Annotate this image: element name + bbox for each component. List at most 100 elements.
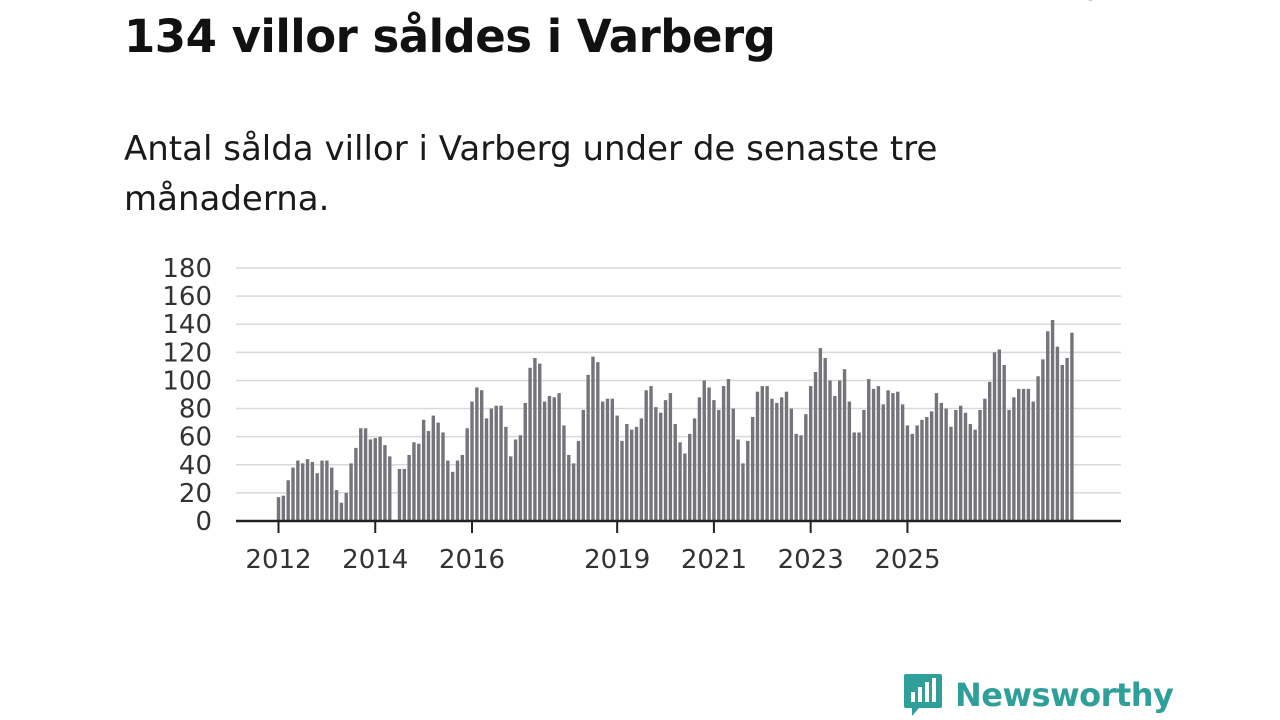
bar [320,460,324,521]
bar [697,397,702,521]
bar [576,440,581,521]
bars [276,320,1074,521]
bar [813,372,818,521]
x-tick-label: 2014 [342,545,408,575]
bar [1070,332,1074,521]
y-tick-label: 180 [162,254,212,284]
bar [513,439,518,521]
y-tick-label: 0 [195,507,212,537]
bar [721,386,726,521]
bar [871,388,876,521]
y-tick-label: 100 [162,366,212,396]
bar [388,456,392,521]
bar [596,362,600,521]
bar [663,400,668,521]
bar [770,398,774,521]
chart-title: 134 villor såldes i Varberg [124,10,776,63]
bar [1002,364,1006,521]
bar [925,416,929,521]
bar [446,460,450,521]
bar [678,442,682,521]
bar [533,357,537,521]
bar [746,440,750,521]
bar [755,391,760,521]
bar [402,468,406,521]
bar [586,374,590,521]
x-tick-label: 2021 [681,545,747,575]
bar [1036,376,1040,521]
bar [654,407,658,521]
bar [310,461,315,521]
bar [562,425,566,521]
bar [460,454,465,521]
bar [731,408,735,521]
bar [499,405,503,521]
chart-subtitle: Antal sålda villor i Varberg under de se… [124,129,938,219]
brand-name: Newsworthy [955,676,1174,714]
bar [339,502,344,521]
bar [784,391,789,521]
bar [833,395,837,521]
bar [629,429,634,521]
bar [692,418,697,521]
bar [939,402,944,521]
y-tick-label: 160 [162,282,212,312]
x-tick-label: 2016 [439,545,505,575]
bar [838,380,842,521]
bar [992,352,997,521]
bar [518,435,523,521]
bar [615,415,619,521]
bar [484,418,489,521]
bar [605,398,610,521]
bar [862,409,866,521]
bar [378,436,382,521]
bar [426,431,431,521]
bar [276,497,281,521]
bar [625,424,629,521]
bar [305,459,310,521]
bar [363,428,368,521]
bar [504,426,508,521]
bar [1041,359,1045,521]
bar [891,393,895,521]
bar [528,367,532,521]
bar [373,438,377,521]
x-axis: 2012 2014 2016 2019 2021 2023 2025 [236,519,1121,575]
y-tick-label: 80 [179,395,212,425]
bar [281,495,286,521]
y-tick-label: 40 [179,451,212,481]
bar [368,439,373,521]
bar [741,463,745,521]
y-tick-label: 20 [179,479,212,509]
bar [557,393,561,521]
bar [567,454,571,521]
bar [1021,388,1026,521]
y-tick-label: 120 [162,338,212,368]
data-labels: 134 [1068,0,1114,6]
bar [1026,388,1031,521]
bar [779,397,784,521]
newsworthy-chart-bubble-icon [904,674,942,716]
bar [300,463,305,521]
bar [542,401,547,521]
bar [842,369,847,521]
bar [808,386,813,521]
bar [847,401,852,521]
bar [509,456,513,521]
bar [775,402,779,521]
bar [958,405,963,521]
bar [910,433,914,521]
bar [881,404,885,521]
bar [983,398,987,521]
bar [818,348,823,521]
bar [296,460,300,521]
bar [876,386,881,521]
bar [538,363,542,521]
bar [1007,409,1011,521]
bar [963,412,968,521]
bar [455,460,460,521]
bar [1017,388,1021,521]
bar [867,379,871,521]
